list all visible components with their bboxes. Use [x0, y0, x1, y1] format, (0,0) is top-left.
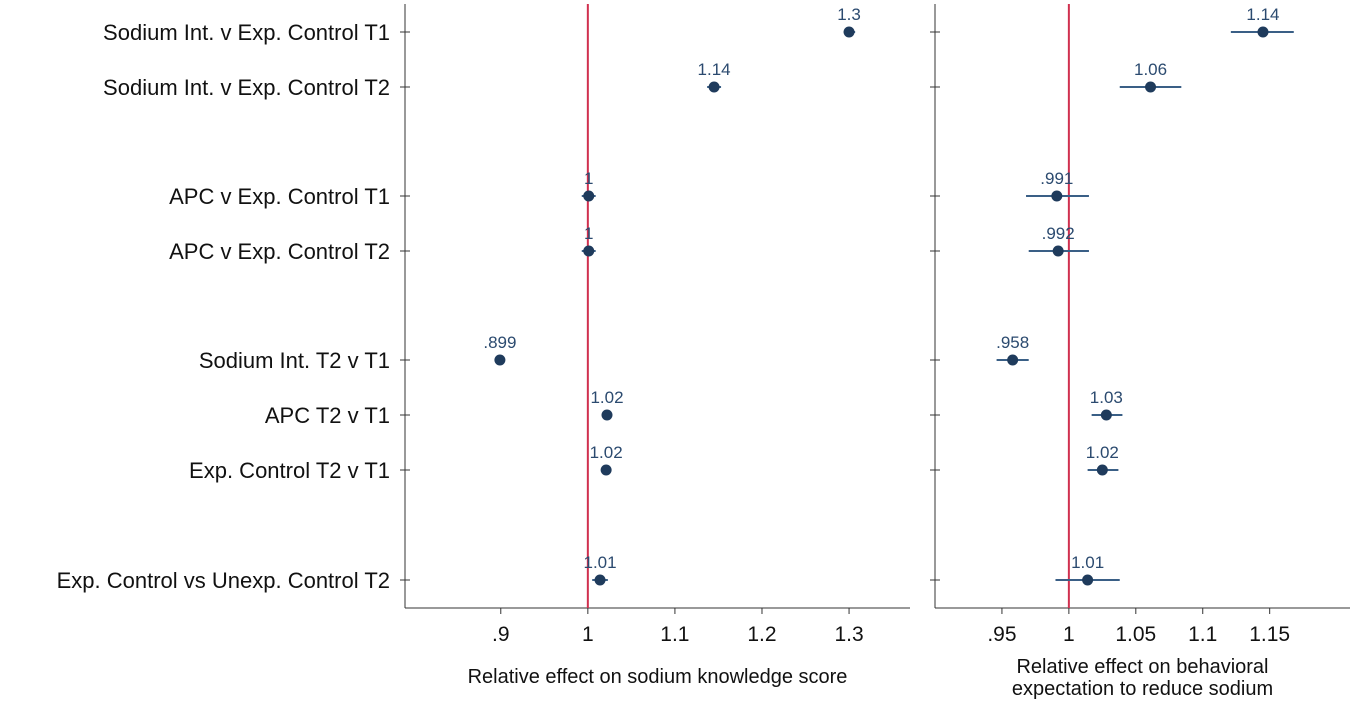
estimate-point [1100, 409, 1112, 421]
estimate-label: 1.14 [698, 60, 731, 79]
estimate-label: .958 [996, 333, 1029, 352]
x-tick-label: 1.1 [660, 623, 689, 646]
estimate-point [1007, 354, 1019, 366]
row-label: Sodium Int. v Exp. Control T2 [103, 75, 390, 100]
row-label: Exp. Control vs Unexp. Control T2 [57, 568, 390, 593]
x-tick-label: 1.05 [1115, 623, 1156, 646]
estimate-point [583, 245, 595, 257]
estimate-point [600, 464, 612, 476]
estimate-label: 1.01 [1071, 553, 1104, 572]
x-tick-label: 1.15 [1249, 623, 1290, 646]
row-label: APC v Exp. Control T1 [169, 184, 390, 209]
row-label: Exp. Control T2 v T1 [189, 458, 390, 483]
estimate-point [1052, 245, 1064, 257]
x-tick-label: .9 [492, 623, 510, 646]
estimate-point [843, 26, 855, 38]
estimate-point [1051, 190, 1063, 202]
estimate-point [594, 574, 606, 586]
estimate-label: .991 [1040, 169, 1073, 188]
estimate-label: 1.3 [837, 5, 861, 24]
row-label: APC T2 v T1 [265, 403, 390, 428]
estimate-label: 1.03 [1090, 388, 1123, 407]
x-tick-label: 1 [1063, 623, 1075, 646]
row-label: APC v Exp. Control T2 [169, 239, 390, 264]
estimate-label: 1.14 [1246, 5, 1279, 24]
x-tick-label: 1 [582, 623, 594, 646]
estimate-point [708, 81, 720, 93]
estimate-point [601, 409, 613, 421]
row-label: Sodium Int. T2 v T1 [199, 348, 390, 373]
estimate-point [1257, 26, 1269, 38]
estimate-label: .899 [483, 333, 516, 352]
estimate-point [494, 354, 506, 366]
estimate-label: 1.02 [590, 388, 623, 407]
x-axis-title: Relative effect on sodium knowledge scor… [468, 666, 848, 688]
estimate-label: 1.06 [1134, 60, 1167, 79]
x-tick-label: 1.1 [1188, 623, 1217, 646]
x-tick-label: .95 [987, 623, 1016, 646]
estimate-label: .992 [1042, 224, 1075, 243]
row-label: Sodium Int. v Exp. Control T1 [103, 20, 390, 45]
x-tick-label: 1.3 [834, 623, 863, 646]
x-axis-title: expectation to reduce sodium [1012, 678, 1273, 700]
estimate-label: 1 [584, 169, 593, 188]
estimate-label: 1.02 [1086, 443, 1119, 462]
x-axis-title: Relative effect on behavioral [1016, 656, 1268, 678]
estimate-point [583, 190, 595, 202]
estimate-label: 1 [584, 224, 593, 243]
x-tick-label: 1.2 [747, 623, 776, 646]
estimate-point [1145, 81, 1157, 93]
estimate-point [1096, 464, 1108, 476]
estimate-label: 1.02 [590, 443, 623, 462]
estimate-point [1082, 574, 1094, 586]
estimate-label: 1.01 [583, 553, 616, 572]
